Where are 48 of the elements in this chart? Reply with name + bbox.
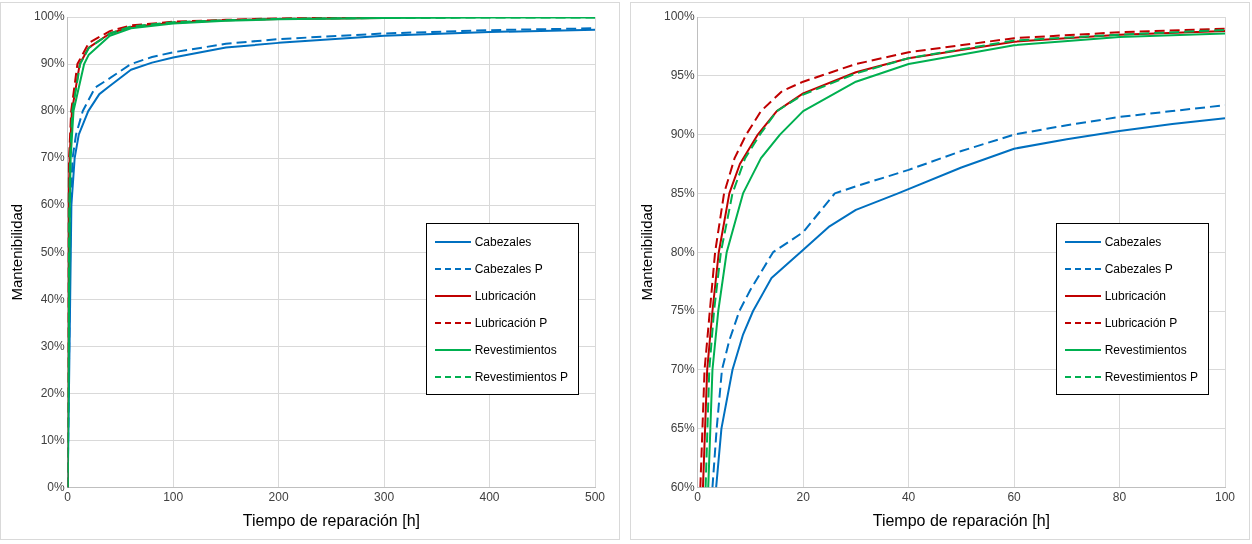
legend-label: Lubricación P xyxy=(1104,315,1178,330)
y-tick-label: 65% xyxy=(670,420,696,435)
y-tick-label: 50% xyxy=(40,244,66,259)
x-tick-label: 100 xyxy=(163,489,184,504)
x-tick-label: 0 xyxy=(64,489,72,504)
x-tick-label: 0 xyxy=(694,489,702,504)
y-tick-label: 75% xyxy=(670,303,696,318)
y-tick-label: 40% xyxy=(40,291,66,306)
y-tick-label: 85% xyxy=(670,185,696,200)
y-tick-label: 60% xyxy=(40,197,66,212)
y-tick-label: 90% xyxy=(670,126,696,141)
y-tick-label: 100% xyxy=(663,9,696,24)
y-axis-title: Mantenibilidad xyxy=(8,203,26,301)
legend-label: Revestimientos xyxy=(474,342,557,357)
x-tick-label: 200 xyxy=(268,489,289,504)
x-axis-title: Tiempo de reparación [h] xyxy=(872,511,1050,529)
legend-label: Lubricación P xyxy=(474,315,548,330)
y-tick-label: 80% xyxy=(670,244,696,259)
x-tick-label: 100 xyxy=(1214,489,1236,504)
y-tick-label: 10% xyxy=(40,432,66,447)
y-tick-label: 60% xyxy=(670,479,696,494)
y-tick-label: 70% xyxy=(40,150,66,165)
x-tick-label: 300 xyxy=(374,489,395,504)
x-tick-label: 60 xyxy=(1007,489,1022,504)
y-tick-label: 30% xyxy=(40,338,66,353)
x-tick-label: 40 xyxy=(901,489,916,504)
y-tick-label: 90% xyxy=(40,56,66,71)
y-tick-label: 95% xyxy=(670,68,696,83)
legend-label: Cabezales xyxy=(1104,234,1162,249)
x-axis-title: Tiempo de reparación [h] xyxy=(242,511,420,529)
x-tick-label: 400 xyxy=(479,489,500,504)
legend-label: Cabezales xyxy=(474,234,532,249)
legend-label: Revestimientos P xyxy=(474,369,568,384)
y-axis-title: Mantenibilidad xyxy=(638,203,656,301)
y-tick-label: 80% xyxy=(40,103,66,118)
legend-label: Cabezales P xyxy=(474,261,543,276)
y-tick-label: 20% xyxy=(40,385,66,400)
x-tick-label: 20 xyxy=(796,489,811,504)
legend-label: Revestimientos xyxy=(1104,342,1187,357)
y-tick-label: 70% xyxy=(670,362,696,377)
y-tick-label: 0% xyxy=(47,479,66,494)
legend-label: Lubricación xyxy=(1104,288,1166,303)
y-tick-label: 100% xyxy=(33,9,66,24)
x-tick-label: 500 xyxy=(584,489,606,504)
x-tick-label: 80 xyxy=(1112,489,1127,504)
legend-label: Lubricación xyxy=(474,288,536,303)
legend-label: Cabezales P xyxy=(1104,261,1173,276)
legend-label: Revestimientos P xyxy=(1104,369,1198,384)
